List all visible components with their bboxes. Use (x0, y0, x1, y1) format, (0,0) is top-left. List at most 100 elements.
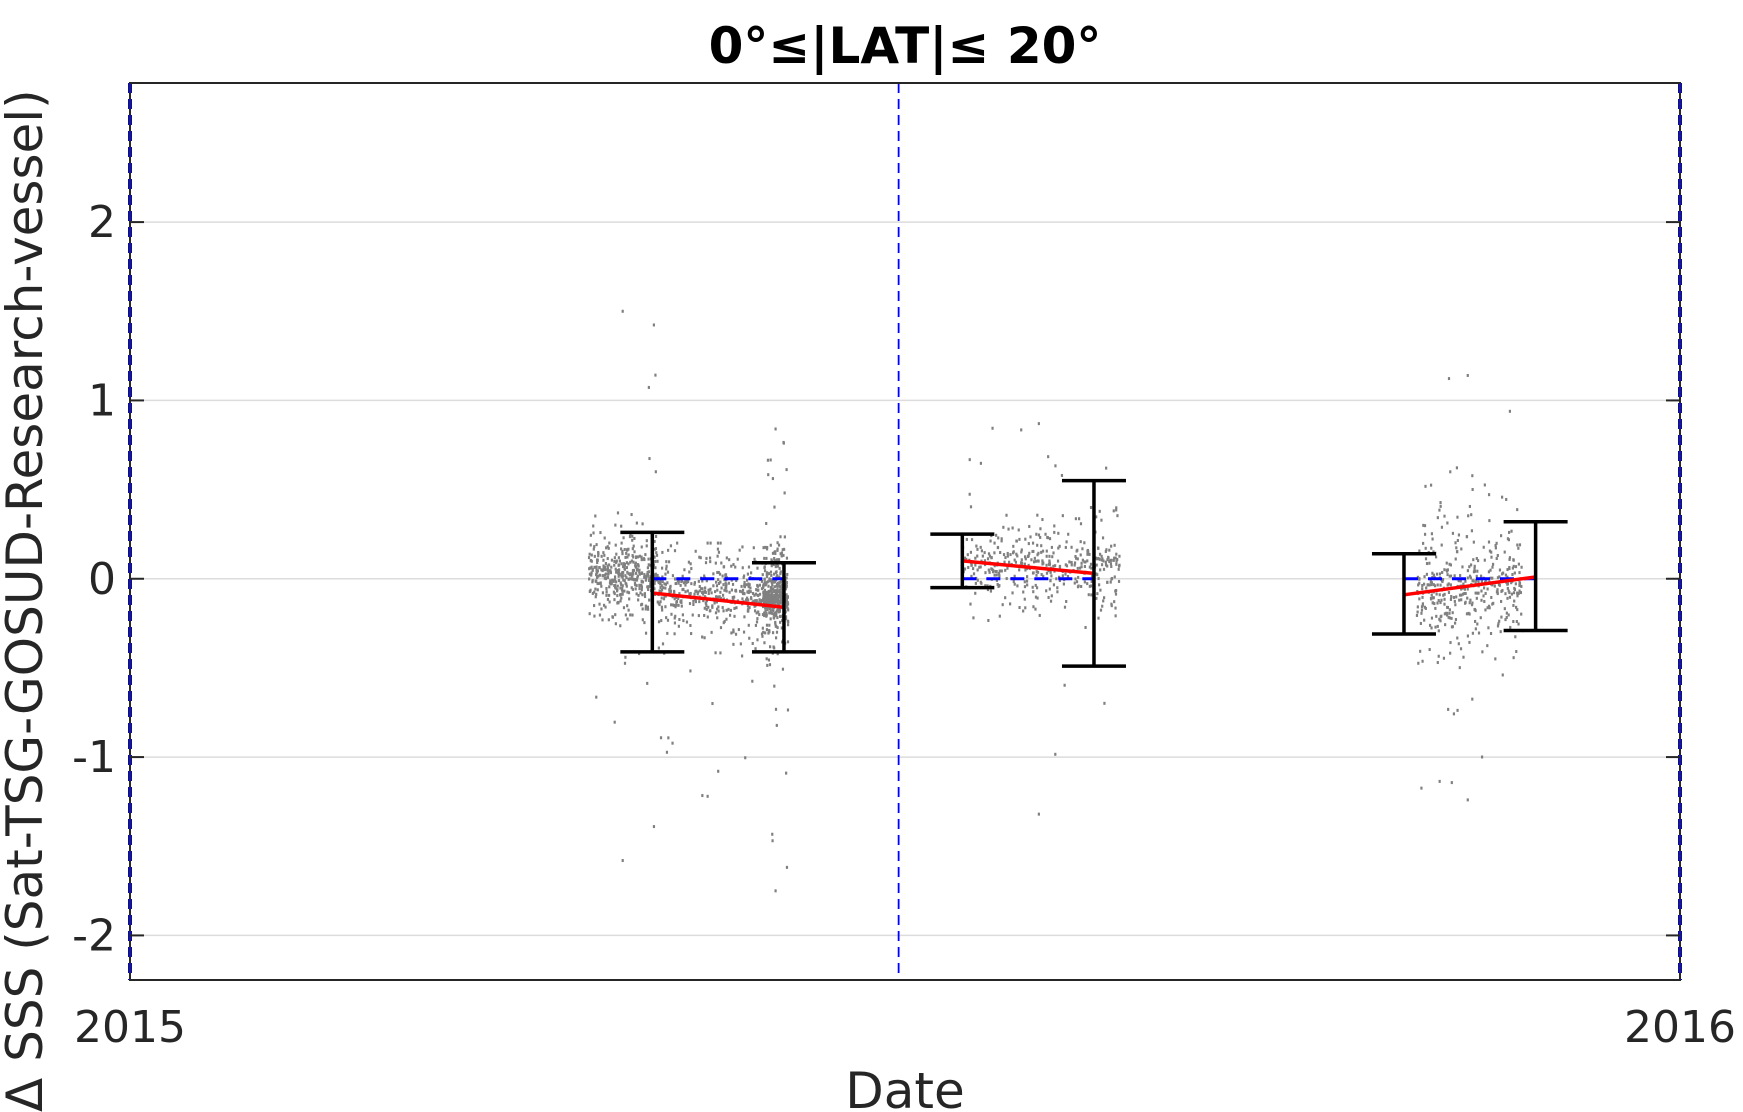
data-point (1450, 616, 1453, 620)
data-point (1015, 552, 1018, 556)
data-point (1488, 549, 1492, 553)
error-bar (620, 530, 685, 654)
data-point (1430, 583, 1433, 587)
data-point (1436, 661, 1439, 665)
data-point (763, 599, 766, 603)
data-point (1430, 593, 1433, 597)
data-point (763, 577, 766, 581)
data-point (1049, 570, 1052, 574)
data-point (763, 556, 766, 560)
data-point (688, 602, 692, 606)
data-point (776, 541, 779, 545)
data-point (1488, 606, 1491, 610)
data-point (1036, 553, 1039, 557)
data-point (709, 609, 712, 613)
error-bar (1503, 519, 1568, 633)
data-point (1494, 657, 1497, 661)
data-point (631, 554, 634, 558)
data-point (1063, 683, 1066, 687)
data-point (1056, 590, 1059, 594)
data-point (1431, 601, 1435, 605)
data-point (1090, 579, 1093, 583)
data-point (649, 584, 652, 588)
data-point (609, 579, 612, 583)
data-point (1006, 554, 1009, 558)
data-point (1077, 517, 1081, 521)
data-point (996, 582, 999, 586)
data-point (616, 570, 619, 574)
data-point (1468, 601, 1471, 605)
data-point (773, 556, 776, 560)
data-point (691, 613, 694, 617)
data-point (1431, 537, 1434, 541)
data-point (768, 663, 772, 667)
data-point (731, 595, 734, 599)
data-point (765, 547, 769, 551)
data-point (596, 558, 599, 562)
data-point (619, 586, 622, 590)
data-point (1470, 513, 1473, 517)
data-point (768, 623, 771, 627)
data-point (626, 555, 629, 559)
data-point (763, 569, 767, 573)
data-point (976, 578, 979, 582)
data-point (593, 614, 596, 618)
data-point (1087, 593, 1090, 597)
data-point (1041, 549, 1045, 553)
data-point (972, 616, 975, 620)
data-point (712, 584, 715, 588)
data-point (626, 548, 629, 552)
data-point (785, 605, 789, 609)
data-point (595, 580, 598, 584)
data-point (1482, 594, 1485, 598)
data-point (664, 572, 667, 576)
data-point (996, 545, 1000, 549)
data-point (1417, 661, 1420, 665)
data-point (1464, 579, 1467, 583)
data-point (1088, 552, 1091, 556)
data-point (1455, 595, 1458, 599)
data-point (1506, 537, 1510, 541)
data-point (1104, 560, 1107, 564)
data-point (1100, 558, 1103, 562)
data-point (640, 583, 643, 587)
data-point (1102, 596, 1106, 600)
data-point (1114, 556, 1117, 560)
data-point (590, 571, 593, 575)
data-point (1110, 604, 1113, 608)
data-point (1037, 422, 1040, 426)
data-point (1466, 596, 1469, 600)
data-point (968, 492, 971, 496)
data-point (776, 548, 779, 552)
data-point (1494, 543, 1497, 547)
data-point (1006, 566, 1009, 570)
data-point (1083, 565, 1087, 569)
data-point (725, 585, 728, 589)
data-point (1115, 562, 1118, 566)
data-point (1491, 562, 1495, 566)
data-point (719, 590, 722, 594)
data-point (770, 598, 773, 602)
data-point (733, 614, 736, 618)
data-point (655, 551, 658, 555)
data-point (1464, 592, 1467, 596)
data-point (666, 618, 670, 622)
y-tick-label: -1 (72, 732, 116, 783)
data-point (1418, 577, 1421, 581)
data-point (783, 547, 786, 551)
data-point (1439, 504, 1442, 508)
y-axis-label: Δ SSS (Sat-TSG-GOSUD-Research-vessel) (0, 89, 54, 1112)
data-point (1462, 655, 1465, 659)
data-point (1065, 599, 1068, 603)
data-point (690, 632, 693, 636)
data-point (1015, 539, 1018, 543)
data-point (1461, 592, 1465, 596)
data-point (969, 505, 973, 509)
data-point (673, 549, 677, 553)
data-point (786, 708, 790, 712)
data-point (614, 583, 617, 587)
data-point (1086, 559, 1089, 563)
data-point (686, 589, 689, 593)
data-point (1458, 666, 1461, 670)
data-point (698, 585, 701, 589)
